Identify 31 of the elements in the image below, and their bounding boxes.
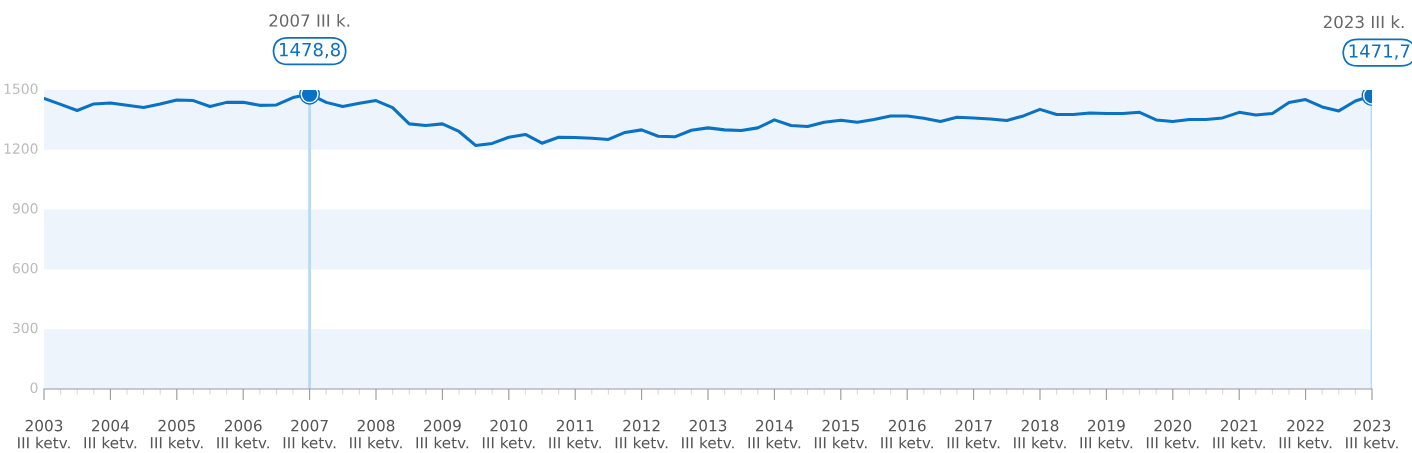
- x-tick-label: 2013 III ketv.: [682, 419, 734, 449]
- x-tick-label: 2006 III ketv.: [217, 419, 269, 449]
- x-tick-label: 2011 III ketv.: [549, 419, 601, 449]
- x-tick-label: 2020 III ketv.: [1146, 419, 1199, 449]
- y-tick-label: 300: [12, 322, 38, 334]
- x-tick-label: 2017 III ketv.: [947, 419, 1000, 449]
- y-tick-label: 0: [30, 382, 38, 394]
- data-label: 1471,7: [1349, 44, 1410, 60]
- x-tick-label: 2021 III ketv.: [1213, 419, 1265, 449]
- y-tick-label: 600: [12, 262, 38, 274]
- x-tick-label: 2003 III ketv.: [18, 419, 70, 449]
- x-tick-label: 2012 III ketv.: [615, 419, 668, 449]
- text: 2007 III k.: [269, 13, 350, 27]
- x-tick-label: 2023 III ketv.: [1346, 419, 1398, 449]
- x-tick-label: 2008 III ketv.: [350, 419, 402, 449]
- y-tick-label: 1500: [4, 83, 38, 95]
- x-tick-label: 2014 III ketv.: [748, 419, 801, 449]
- x-tick-label: 2016 III ketv.: [881, 419, 933, 449]
- x-tick-label: 2009 III ketv.: [416, 419, 469, 449]
- x-tick-label: 2005 III ketv.: [150, 419, 203, 449]
- data-label: 1478,8: [279, 42, 340, 59]
- x-tick-label: 2007 III ketv.: [283, 419, 336, 449]
- x-tick-label: 2022 III ketv.: [1279, 419, 1332, 449]
- x-tick-label: 2018 III ketv.: [1014, 419, 1066, 449]
- x-tick-label: 2019 III ketv.: [1080, 419, 1133, 449]
- x-tick-label: 2010 III ketv.: [482, 419, 535, 449]
- y-tick-label: 900: [12, 203, 38, 214]
- text: 2023 III k.: [1323, 15, 1404, 29]
- x-tick-label: 2015 III ketv.: [814, 419, 867, 449]
- y-tick-label: 1200: [4, 143, 38, 154]
- x-tick-label: 2004 III ketv.: [84, 419, 137, 449]
